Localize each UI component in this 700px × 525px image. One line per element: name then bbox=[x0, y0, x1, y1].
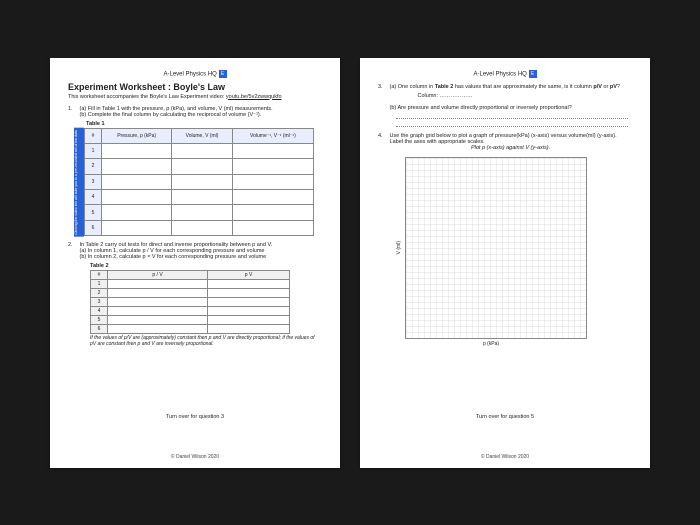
q4-number: 4. bbox=[378, 133, 388, 139]
table-row: 2 bbox=[91, 289, 290, 298]
q2-body: In Table 2 carry out tests for direct an… bbox=[80, 242, 322, 260]
table-row: 4 bbox=[85, 190, 314, 205]
question-3: 3. (a) One column in Table 2 has values … bbox=[378, 84, 632, 111]
question-4: 4. Use the graph grid below to plot a gr… bbox=[378, 133, 632, 151]
q4-body: Use the graph grid below to plot a graph… bbox=[390, 133, 632, 151]
q3-b: (b) Are pressure and volume directly pro… bbox=[390, 105, 632, 111]
worksheet-page-2: A-Level Physics HQ E 3. (a) One column i… bbox=[360, 58, 650, 468]
table-row: 4 bbox=[91, 307, 290, 316]
graph-area: V (ml) bbox=[396, 157, 632, 339]
table-1: # Pressure, p (kPa) Volume, V (ml) Volum… bbox=[84, 128, 314, 237]
question-2: 2. In Table 2 carry out tests for direct… bbox=[68, 242, 322, 260]
worksheet-title: Experiment Worksheet : Boyle's Law bbox=[68, 82, 322, 92]
q2-b: (b) In column 2, calculate p × V for eac… bbox=[80, 254, 322, 260]
table-2: # p / V p V 1 2 3 4 5 6 bbox=[90, 270, 290, 334]
q4-text: Use the graph grid below to plot a graph… bbox=[390, 133, 632, 145]
table-row: 2 bbox=[85, 159, 314, 174]
table-row: 6 bbox=[91, 325, 290, 334]
q3-number: 3. bbox=[378, 84, 388, 90]
worksheet-page-1: A-Level Physics HQ E Experiment Workshee… bbox=[50, 58, 340, 468]
y-axis-label: V (ml) bbox=[396, 241, 402, 254]
intro-prefix: This worksheet accompanies the Boyle's L… bbox=[68, 94, 226, 100]
q1-number: 1. bbox=[68, 106, 78, 112]
table2-label: Table 2 bbox=[90, 263, 322, 269]
q3-body: (a) One column in Table 2 has values tha… bbox=[390, 84, 632, 111]
table2-note: If the values of p/V are (approximately)… bbox=[90, 335, 322, 347]
q1-b: (b) Complete the final column by calcula… bbox=[80, 112, 322, 118]
brand-text-2: A-Level Physics HQ bbox=[473, 71, 526, 77]
footer-2: © Daniel Wilson 2020 bbox=[360, 454, 650, 460]
graph-grid bbox=[405, 157, 587, 339]
brand-badge-icon-2: E bbox=[529, 70, 537, 78]
answer-line bbox=[396, 119, 628, 127]
table-row: 5 bbox=[85, 205, 314, 220]
turnover-1: Turn over for question 3 bbox=[50, 414, 340, 420]
page-header-2: A-Level Physics HQ E bbox=[378, 70, 632, 78]
question-1: 1. (a) Fill in Table 1 with the pressure… bbox=[68, 106, 322, 118]
table-row: # Pressure, p (kPa) Volume, V (ml) Volum… bbox=[85, 128, 314, 143]
table1-wrap: Clicking the video link will take you to… bbox=[74, 128, 322, 237]
table-row: 6 bbox=[85, 220, 314, 235]
q2-number: 2. bbox=[68, 242, 78, 248]
table-row: # p / V p V bbox=[91, 271, 290, 280]
table-row: 1 bbox=[85, 143, 314, 158]
page-header: A-Level Physics HQ E bbox=[68, 70, 322, 78]
intro-text: This worksheet accompanies the Boyle's L… bbox=[68, 94, 322, 100]
x-axis-label: p (kPa) bbox=[396, 341, 586, 347]
turnover-2: Turn over for question 5 bbox=[360, 414, 650, 420]
brand-badge-icon: E bbox=[219, 70, 227, 78]
table-row: 1 bbox=[91, 280, 290, 289]
table-row: 3 bbox=[91, 298, 290, 307]
q1-body: (a) Fill in Table 1 with the pressure, p… bbox=[80, 106, 322, 118]
q3-answer-line: Column: ……………… bbox=[418, 93, 632, 99]
table-row: 3 bbox=[85, 174, 314, 189]
footer-1: © Daniel Wilson 2020 bbox=[50, 454, 340, 460]
q4-sub: Plot p (x-axis) against V (y-axis). bbox=[390, 145, 632, 151]
table1-sidebar: Clicking the video link will take you to… bbox=[74, 128, 84, 237]
video-link[interactable]: youtu.be/5v2zwwqukfo bbox=[226, 94, 282, 100]
brand-text: A-Level Physics HQ bbox=[163, 71, 216, 77]
table-row: 5 bbox=[91, 316, 290, 325]
table1-label: Table 1 bbox=[86, 121, 322, 127]
answer-line bbox=[396, 111, 628, 119]
